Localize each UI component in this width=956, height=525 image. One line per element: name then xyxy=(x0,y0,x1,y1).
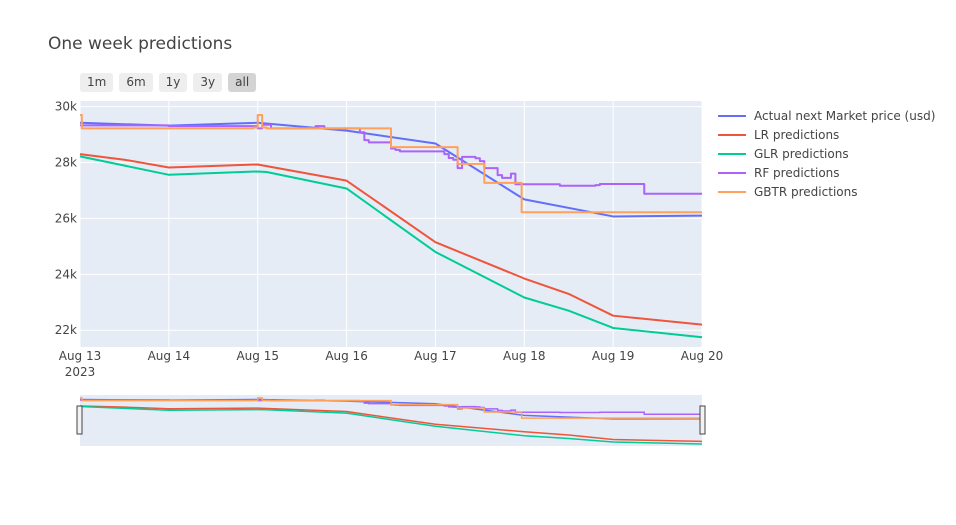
series-line-2 xyxy=(79,155,703,339)
legend-label: GLR predictions xyxy=(754,146,849,161)
x-tick-label: Aug 13 xyxy=(59,349,102,363)
legend-swatch xyxy=(718,171,746,174)
series-line-3 xyxy=(80,123,702,195)
x-tick-label: Aug 17 xyxy=(414,349,457,363)
y-tick-label: 24k xyxy=(55,267,77,281)
series-line-1 xyxy=(79,153,703,326)
range-slider-lines xyxy=(79,397,703,445)
range-slider-handle-right[interactable] xyxy=(699,405,706,435)
chart-title: One week predictions xyxy=(48,34,233,54)
legend-item-glr[interactable]: GLR predictions xyxy=(718,144,935,163)
legend-swatch xyxy=(718,114,746,117)
y-tick-label: 30k xyxy=(55,100,77,114)
legend-item-lr[interactable]: LR predictions xyxy=(718,125,935,144)
legend-label: Actual next Market price (usd) xyxy=(754,108,936,123)
x-axis: Aug 13 Aug 14 Aug 15 Aug 16 Aug 17 Aug 18 Aug … xyxy=(59,349,724,363)
range-button-1y[interactable]: 1y xyxy=(158,73,188,92)
legend-label: GBTR predictions xyxy=(754,184,858,199)
x-axis-year-label: 2023 xyxy=(65,365,96,379)
slider-series-line-2 xyxy=(79,405,703,445)
y-tick-label: 28k xyxy=(55,156,77,170)
range-slider-handle-left[interactable] xyxy=(76,405,83,435)
y-axis: 22k 24k 26k 28k 30k xyxy=(55,100,77,338)
range-button-3y[interactable]: 3y xyxy=(193,73,223,92)
legend-item-gbtr[interactable]: GBTR predictions xyxy=(718,182,935,201)
y-tick-label: 22k xyxy=(55,323,77,337)
slider-series-line-1 xyxy=(79,405,703,443)
grid-lines xyxy=(79,101,703,347)
x-tick-label: Aug 16 xyxy=(325,349,368,363)
legend-swatch xyxy=(718,190,746,193)
x-tick-label: Aug 20 xyxy=(681,349,724,363)
range-selector: 1m 6m 1y 3y all xyxy=(80,73,257,92)
legend-swatch xyxy=(718,152,746,155)
legend-item-actual[interactable]: Actual next Market price (usd) xyxy=(718,106,935,125)
range-button-6m[interactable]: 6m xyxy=(119,73,153,92)
x-tick-label: Aug 15 xyxy=(236,349,279,363)
legend-label: RF predictions xyxy=(754,165,840,180)
range-button-1m[interactable]: 1m xyxy=(80,73,114,92)
series-lines xyxy=(79,113,703,339)
series-line-4 xyxy=(80,113,702,214)
x-tick-label: Aug 19 xyxy=(592,349,635,363)
x-tick-label: Aug 18 xyxy=(503,349,546,363)
legend: Actual next Market price (usd) LR predic… xyxy=(718,106,935,201)
y-tick-label: 26k xyxy=(55,211,77,225)
legend-item-rf[interactable]: RF predictions xyxy=(718,163,935,182)
legend-label: LR predictions xyxy=(754,127,840,142)
range-button-all[interactable]: all xyxy=(228,73,257,92)
slider-series-line-4 xyxy=(80,397,702,419)
x-tick-label: Aug 14 xyxy=(148,349,191,363)
legend-swatch xyxy=(718,133,746,136)
